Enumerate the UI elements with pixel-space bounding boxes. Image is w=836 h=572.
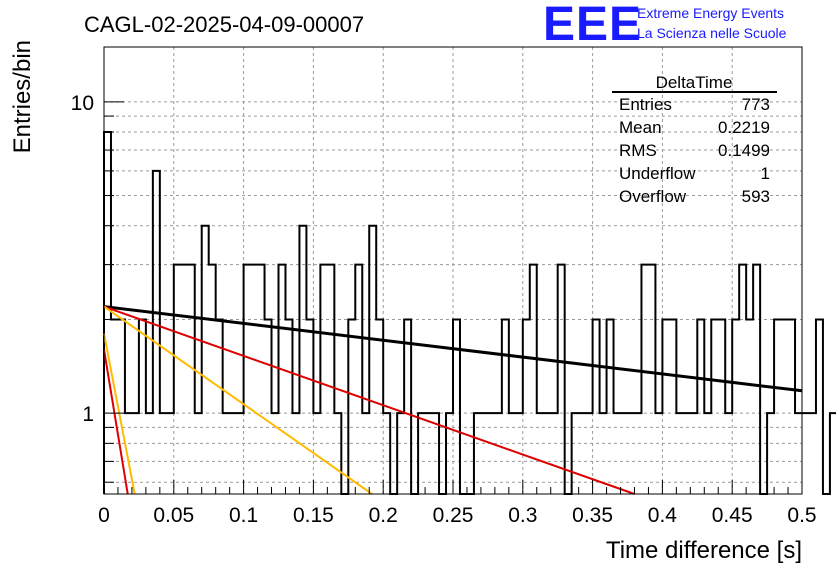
eee-logo: EEE Extreme Energy Events La Scienza nel… [543,0,787,51]
stats-row-value: 593 [742,187,770,206]
fit-curves [103,305,803,495]
axis-ticks [103,101,803,494]
eee-logo-line2: La Scienza nelle Scuole [637,25,787,41]
stats-row-value: 1 [761,164,770,183]
x-tick-label: 0.45 [712,504,753,527]
stats-row-label: Entries [619,95,672,114]
fit-curve [103,305,635,495]
x-axis-label: Time difference [s] [606,537,802,564]
stats-row-label: Overflow [619,187,687,206]
x-tick-label: 0 [98,504,110,527]
eee-logo-mark: EEE [543,0,642,51]
x-tick-label: 0.3 [508,504,537,527]
fit-curve [103,305,373,495]
stats-row-value: 0.2219 [718,118,770,137]
fit-curve [103,305,803,393]
y-tick-label: 10 [71,92,94,115]
x-tick-label: 0.25 [433,504,474,527]
eee-logo-line1: Extreme Energy Events [637,5,784,21]
x-tick-label: 0.15 [293,504,334,527]
x-tick-label: 0.4 [648,504,678,527]
x-tick-label: 0.35 [572,504,613,527]
x-tick-label: 0.5 [787,504,816,527]
x-tick-label: 0.05 [153,504,194,527]
grid [103,47,803,494]
stats-row-label: Mean [619,118,662,137]
stats-row-value: 773 [742,95,770,114]
stats-row-label: Underflow [619,164,696,183]
y-tick-label: 1 [82,403,94,426]
stats-header: DeltaTime [656,73,733,92]
stats-row-value: 0.1499 [718,141,770,160]
fit-curve [103,333,136,495]
stats-box: DeltaTime Entries 773 Mean 0.2219 RMS 0.1499 U… [612,73,777,206]
x-tick-label: 0.1 [229,504,258,527]
y-axis-label: Entries/bin [9,40,36,153]
histogram [103,130,836,495]
tick-labels: 0 0.05 0.1 0.15 0.2 0.25 0.3 0.35 0.4 0.45 0.5 1 10 [71,92,817,527]
x-tick-label: 0.2 [369,504,398,527]
histogram-outline [103,130,836,495]
stats-rows: Entries 773 Mean 0.2219 RMS 0.1499 Underflow 1 O… [619,95,770,206]
fit-curve [103,349,129,495]
chart-title: CAGL-02-2025-04-09-00007 [84,12,364,37]
stats-row-label: RMS [619,141,657,160]
